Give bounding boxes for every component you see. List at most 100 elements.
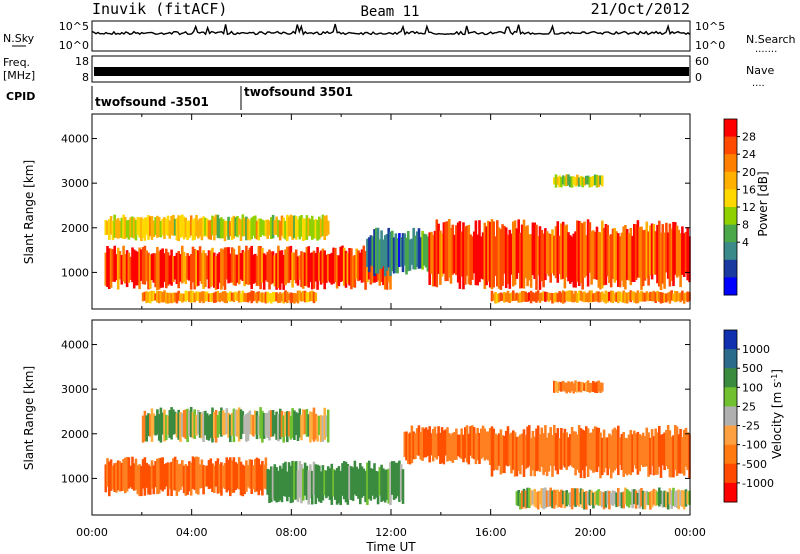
echo-cell [184,409,188,439]
echo-cell [658,426,661,467]
echo-cell [665,222,668,273]
echo-cell [232,248,236,286]
y-tick-label: 3000 [61,383,89,396]
echo-cell [558,291,561,302]
echo-cell [312,291,316,304]
echo-cell [214,291,218,303]
colorbar-segment [724,406,737,426]
echo-cell [259,407,262,439]
echo-cell [214,461,218,487]
echo-cell [652,224,656,275]
echo-cell [241,250,245,281]
echo-cell [556,221,560,283]
echo-cell [198,464,202,489]
echo-cell [536,425,540,471]
echo-cell [649,437,652,475]
colorbar-tick-label: 28 [742,131,756,144]
echo-cell [471,236,474,280]
power-panel: 1000 2000 3000 4000 [61,113,691,310]
echo-cell [647,231,650,286]
echo-cell [574,431,577,476]
echo-cell [538,490,542,505]
echo-cell [674,290,677,303]
echo-cell [380,464,383,502]
echo-cell [250,290,253,304]
echo-cell [638,434,641,472]
echo-cell [592,230,595,280]
echo-cell [686,432,689,471]
echo-cell [625,438,629,476]
echo-cell [218,252,221,283]
echo-cell [465,225,469,276]
echo-cell [647,492,650,506]
echo-cell [207,293,211,302]
echo-cell [294,216,298,240]
echo-cell [609,435,613,479]
echo-cell [118,461,122,492]
echo-cell [213,216,216,241]
echo-cell [191,246,195,283]
echo-cell [264,291,268,304]
echo-cell [321,415,325,442]
echo-cell [225,220,229,237]
echo-cell [163,409,166,442]
echo-cell [312,407,316,442]
echo-cell [627,434,631,474]
echo-cell [588,489,592,506]
echo-cell [624,487,627,505]
echo-cell [666,232,670,279]
echo-cell [230,292,234,301]
echo-cell [378,256,382,286]
echo-cell [453,234,456,274]
cpid-segment-2: twofsound 3501 [244,85,353,99]
echo-cell [202,250,205,289]
echo-cell [643,492,647,510]
echo-cell [316,247,319,290]
echo-cell [681,437,684,474]
echo-cell [159,291,163,302]
echo-cell [554,292,558,302]
echo-cell [407,231,410,272]
echo-cell [599,491,602,506]
echo-cell [579,290,583,301]
echo-cell [515,436,519,477]
echo-cell [675,291,679,302]
echo-cell [302,252,305,289]
echo-cell [469,426,472,456]
echo-cell [472,427,476,460]
echo-cell [282,415,285,443]
echo-cell [189,462,193,496]
echo-cell [150,253,154,281]
echo-cell [670,436,673,478]
echo-cell [218,411,221,435]
echo-cell [245,216,248,241]
echo-cell [382,239,385,267]
echo-cell [448,433,451,461]
echo-cell [261,460,264,496]
station-title: Inuvik (fitACF) [92,0,227,18]
echo-cell [277,470,280,502]
echo-cell [497,227,501,289]
echo-cell [296,256,300,286]
echo-cell [640,290,643,302]
echo-cell [270,293,273,304]
echo-cell [305,215,309,240]
echo-cell [270,466,273,503]
echo-cell [636,220,640,278]
echo-cell [150,408,154,442]
colorbar-tick-label: -1000 [742,477,774,490]
echo-cell [156,458,159,495]
echo-cell [357,468,360,499]
echo-cell [544,228,547,281]
echo-cell [371,236,374,267]
echo-cell [440,233,444,277]
echo-cell [659,434,663,478]
echo-cell [506,234,510,284]
echo-cell [606,490,609,505]
echo-cell [674,491,677,507]
echo-cell [280,468,284,503]
echo-cell [175,218,179,241]
echo-cell [542,233,545,288]
echo-cell [569,492,572,507]
echo-cell [198,412,202,438]
